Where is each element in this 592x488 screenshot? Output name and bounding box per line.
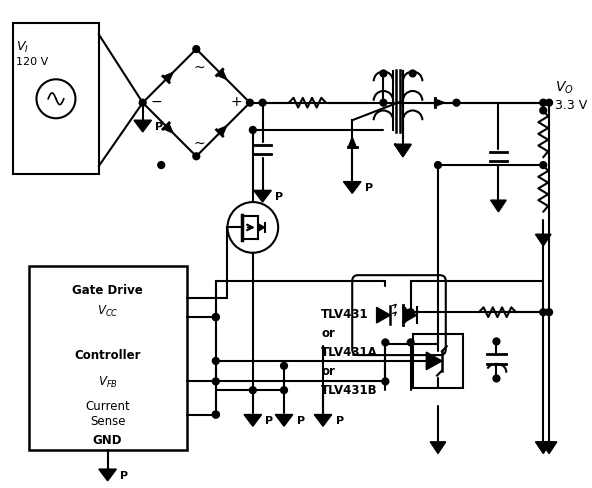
Text: P: P — [120, 470, 128, 480]
Polygon shape — [435, 100, 445, 107]
Circle shape — [249, 387, 256, 394]
Circle shape — [540, 108, 546, 115]
Polygon shape — [217, 71, 227, 80]
Circle shape — [213, 314, 219, 321]
Text: 120 V: 120 V — [16, 57, 49, 67]
Text: P: P — [265, 415, 274, 426]
Polygon shape — [314, 415, 332, 427]
Text: P: P — [275, 192, 284, 202]
Polygon shape — [426, 352, 442, 370]
Circle shape — [540, 100, 546, 107]
Polygon shape — [343, 182, 361, 194]
Polygon shape — [348, 138, 356, 148]
Circle shape — [249, 127, 256, 134]
Polygon shape — [535, 235, 551, 246]
Circle shape — [281, 363, 288, 369]
Polygon shape — [163, 124, 173, 134]
Polygon shape — [163, 73, 173, 83]
Polygon shape — [244, 415, 262, 427]
Polygon shape — [258, 224, 265, 232]
Text: $V_I$: $V_I$ — [16, 40, 29, 55]
Circle shape — [213, 314, 219, 321]
Circle shape — [546, 100, 552, 107]
Bar — [13, 24, 99, 175]
Circle shape — [380, 71, 387, 78]
Text: −: − — [150, 95, 162, 108]
Text: P: P — [336, 415, 344, 426]
Polygon shape — [405, 309, 417, 322]
Circle shape — [213, 358, 219, 365]
Polygon shape — [99, 469, 117, 481]
Text: Controller: Controller — [75, 348, 141, 361]
Polygon shape — [541, 442, 557, 453]
Polygon shape — [535, 442, 551, 453]
Circle shape — [213, 411, 219, 418]
Circle shape — [259, 100, 266, 107]
Text: Current: Current — [85, 400, 130, 412]
Circle shape — [380, 100, 387, 107]
Text: P: P — [155, 122, 163, 132]
Text: ~: ~ — [194, 136, 205, 150]
Text: P: P — [297, 415, 305, 426]
Circle shape — [193, 154, 200, 161]
Bar — [413, 334, 464, 388]
Polygon shape — [275, 415, 293, 427]
Text: ~: ~ — [194, 61, 205, 75]
Text: P: P — [365, 183, 373, 193]
Circle shape — [139, 100, 146, 107]
Text: GND: GND — [93, 433, 123, 447]
Circle shape — [540, 163, 546, 169]
Polygon shape — [254, 191, 271, 203]
Text: 3.3 V: 3.3 V — [555, 99, 587, 112]
Circle shape — [546, 309, 552, 316]
Bar — [28, 267, 186, 450]
Circle shape — [407, 309, 414, 316]
Circle shape — [409, 71, 416, 78]
Circle shape — [193, 46, 200, 53]
Text: $V_{CC}$: $V_{CC}$ — [97, 303, 118, 318]
Circle shape — [407, 339, 414, 346]
Circle shape — [158, 163, 165, 169]
Polygon shape — [217, 127, 227, 137]
Circle shape — [540, 309, 546, 316]
Circle shape — [453, 100, 460, 107]
Polygon shape — [134, 121, 152, 133]
Text: $V_{FB}$: $V_{FB}$ — [98, 374, 118, 389]
Polygon shape — [430, 442, 446, 453]
Text: Gate Drive: Gate Drive — [72, 284, 143, 297]
Polygon shape — [395, 145, 411, 157]
Circle shape — [213, 378, 219, 385]
Circle shape — [246, 100, 253, 107]
Circle shape — [493, 375, 500, 382]
Polygon shape — [377, 308, 390, 323]
Text: $V_O$: $V_O$ — [555, 80, 574, 96]
Circle shape — [493, 338, 500, 345]
Circle shape — [382, 339, 389, 346]
Polygon shape — [491, 201, 506, 212]
Circle shape — [435, 163, 442, 169]
Circle shape — [281, 387, 288, 394]
Circle shape — [213, 411, 219, 418]
Text: Sense: Sense — [90, 414, 126, 427]
Circle shape — [382, 378, 389, 385]
Text: TLV431
or
TLV431A
or
TLV431B: TLV431 or TLV431A or TLV431B — [321, 307, 378, 396]
Text: +: + — [230, 95, 242, 108]
